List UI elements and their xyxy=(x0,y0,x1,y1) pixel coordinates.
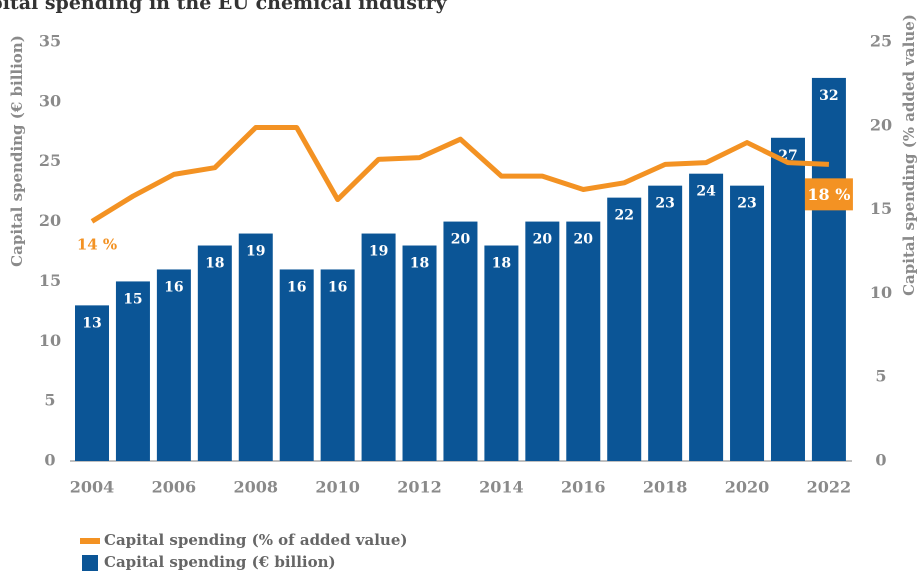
bar xyxy=(156,269,191,461)
bar xyxy=(689,173,724,461)
x-tick-label: 2014 xyxy=(479,478,524,497)
bar xyxy=(484,245,519,461)
x-tick-label: 2020 xyxy=(725,478,770,497)
bar-label: 18 xyxy=(410,256,429,272)
y2-tick-label: 15 xyxy=(870,199,892,218)
y2-tick-label: 20 xyxy=(870,115,892,134)
legend-label: Capital spending (€ billion) xyxy=(104,553,336,571)
y-tick-label: 0 xyxy=(44,451,55,470)
y2-axis-label: Capital spending (% added value) xyxy=(900,14,918,296)
bar-label: 22 xyxy=(614,208,633,224)
x-tick-label: 2016 xyxy=(561,478,606,497)
line xyxy=(90,124,830,224)
legend-swatch xyxy=(82,555,98,571)
bar xyxy=(443,221,478,461)
y-tick-label: 5 xyxy=(44,391,55,410)
x-tick-label: 2004 xyxy=(70,478,115,497)
y-tick-label: 15 xyxy=(39,271,61,290)
bar xyxy=(197,245,232,461)
bar-label: 16 xyxy=(328,279,347,295)
bar-label: 18 xyxy=(492,256,511,272)
y2-tick-label: 5 xyxy=(875,367,886,386)
bar xyxy=(566,221,601,461)
bar xyxy=(402,245,437,461)
bar-label: 18 xyxy=(205,256,224,272)
bar xyxy=(730,185,765,461)
bar-label: 32 xyxy=(819,88,838,104)
bar xyxy=(320,269,355,461)
bar xyxy=(525,221,560,461)
bar-label: 19 xyxy=(369,244,388,260)
bar xyxy=(770,137,805,461)
bar-label: 19 xyxy=(246,244,265,260)
line-label: 18 % xyxy=(807,185,850,204)
label-box xyxy=(804,178,853,211)
bar-label: 20 xyxy=(574,232,594,248)
bar-label: 24 xyxy=(696,184,716,200)
bar-label: 16 xyxy=(164,279,183,295)
bar-label: 13 xyxy=(82,315,101,331)
y-axis-label: Capital spending (€ billion) xyxy=(8,35,26,267)
x-tick-label: 2022 xyxy=(807,478,852,497)
line-label: 14 % xyxy=(77,235,117,253)
bar-label: 23 xyxy=(655,196,674,212)
y2-tick-label: 0 xyxy=(875,451,886,470)
y-tick-label: 25 xyxy=(39,151,61,170)
chart-title: Capital spending in the EU chemical indu… xyxy=(0,0,448,14)
y-tick-label: 35 xyxy=(39,32,61,51)
bar xyxy=(361,233,396,461)
y-tick-label: 10 xyxy=(39,331,61,350)
x-tick-label: 2008 xyxy=(233,478,278,497)
x-tick-label: 2018 xyxy=(643,478,688,497)
legend-swatch xyxy=(80,538,100,544)
bar xyxy=(279,269,314,461)
y-tick-label: 30 xyxy=(39,91,61,110)
bar-label: 20 xyxy=(533,232,553,248)
y-tick-label: 20 xyxy=(39,211,61,230)
bar xyxy=(75,305,109,461)
bar-label: 16 xyxy=(287,279,306,295)
x-tick-label: 2006 xyxy=(152,478,197,497)
bar xyxy=(238,233,273,461)
bar-label: 20 xyxy=(451,232,471,248)
legend-label: Capital spending (% of added value) xyxy=(104,531,407,549)
x-tick-label: 2012 xyxy=(397,478,442,497)
bar xyxy=(115,281,150,461)
y2-tick-label: 10 xyxy=(870,283,892,302)
bar xyxy=(648,185,683,461)
bar xyxy=(607,197,642,461)
x-tick-label: 2010 xyxy=(315,478,360,497)
bar-label: 23 xyxy=(737,196,756,212)
bar xyxy=(811,77,846,462)
bar-label: 15 xyxy=(123,291,142,307)
y2-tick-label: 25 xyxy=(870,32,892,51)
